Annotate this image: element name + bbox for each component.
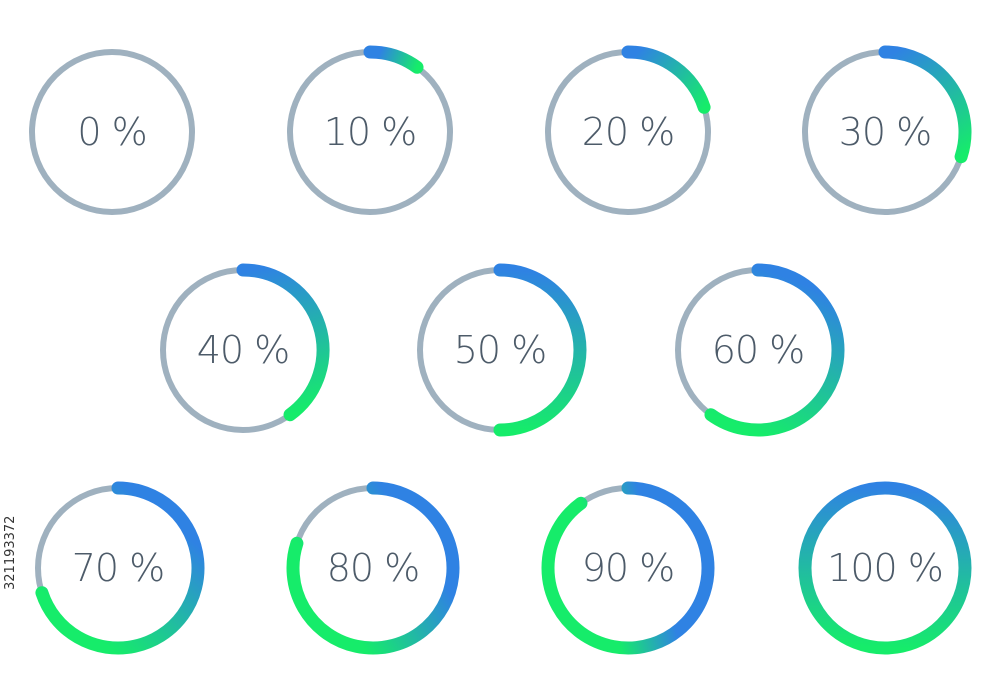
ring-progress bbox=[798, 481, 972, 655]
ring-label: 30 % bbox=[839, 110, 932, 154]
ring-progress bbox=[878, 45, 972, 164]
ring-label: 80 % bbox=[327, 546, 420, 590]
ring-label: 60 % bbox=[712, 328, 805, 372]
ring-progress bbox=[493, 263, 587, 437]
ring-progress bbox=[286, 481, 460, 655]
ring-progress bbox=[541, 481, 715, 655]
ring-label: 50 % bbox=[454, 328, 547, 372]
ring-track bbox=[29, 49, 195, 215]
stock-id: 321193372 bbox=[3, 516, 18, 590]
ring-progress bbox=[236, 263, 330, 422]
ring-progress bbox=[704, 263, 845, 437]
ring-label: 100 % bbox=[827, 546, 943, 590]
ring-progress bbox=[35, 481, 205, 655]
ring-label: 0 % bbox=[77, 110, 146, 154]
ring-label: 70 % bbox=[72, 546, 165, 590]
ring-progress bbox=[363, 45, 424, 74]
ring-progress bbox=[621, 45, 711, 114]
ring-label: 90 % bbox=[582, 546, 675, 590]
ring-label: 10 % bbox=[324, 110, 417, 154]
ring-label: 20 % bbox=[582, 110, 675, 154]
ring-label: 40 % bbox=[197, 328, 290, 372]
